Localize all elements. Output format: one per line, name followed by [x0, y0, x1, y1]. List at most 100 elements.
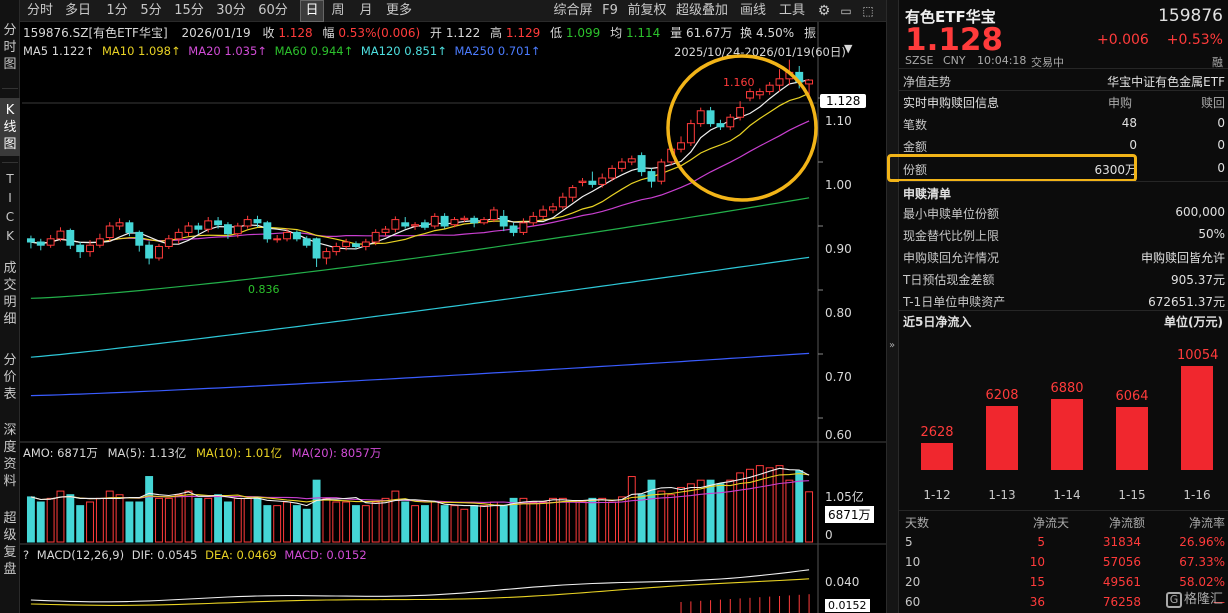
amo-bar — [539, 501, 548, 543]
share-highlight-box — [887, 154, 1137, 182]
amo-bar — [322, 497, 331, 543]
forward-adjust-button[interactable]: 前复权 — [627, 3, 667, 18]
kline-chart-canvas[interactable] — [20, 22, 886, 613]
cell-net-rate: 67.33% — [1179, 555, 1225, 569]
row-label: 份额 — [903, 163, 928, 177]
amo-bar — [775, 465, 784, 543]
cell-net-rate: — — [1213, 595, 1225, 609]
amo-bar — [667, 494, 676, 543]
amo-bar — [105, 490, 114, 543]
candle-body — [391, 219, 400, 230]
candle-body — [746, 91, 754, 99]
amo-bar — [755, 465, 764, 543]
minimize-icon[interactable]: ▭ — [840, 4, 852, 18]
draw-line-button[interactable]: 画线 — [739, 3, 766, 18]
candle-body — [214, 220, 223, 226]
nav-intraday[interactable]: 分 时 图 — [3, 23, 17, 72]
period-60min[interactable]: 60分 — [258, 3, 288, 18]
amo-bar — [292, 505, 301, 543]
cell-net-days: 10 — [1029, 555, 1045, 569]
composite-screen-button[interactable]: 综合屏 — [553, 3, 593, 18]
amo-bar — [430, 501, 439, 543]
nav-kline[interactable]: K 线 图 — [0, 98, 20, 156]
settings-gear-icon[interactable]: ⚙ — [817, 3, 831, 19]
ma10-line — [30, 92, 810, 245]
list-label: 最小申赎单位份额 — [903, 207, 1000, 221]
period-1min[interactable]: 1分 — [106, 3, 128, 18]
amo-bar — [716, 483, 725, 543]
period-30min[interactable]: 30分 — [216, 3, 246, 18]
candle-body — [253, 219, 262, 224]
amo-bar — [184, 490, 193, 543]
amo-ma5: MA(5): 1.13亿 — [107, 446, 187, 460]
candle-body — [657, 161, 666, 182]
period-month[interactable]: 月 — [359, 3, 373, 18]
nav-trade-detail[interactable]: 成 交 明 细 — [3, 261, 17, 327]
amo-bar — [617, 496, 626, 543]
nav-tick[interactable]: T I C K — [5, 172, 15, 243]
period-week[interactable]: 周 — [331, 3, 345, 18]
col-redeem-header: 赎回 — [1200, 96, 1225, 110]
candle-body — [716, 123, 725, 128]
candle-body — [164, 238, 173, 247]
inflow-bar-date: 1-15 — [1118, 488, 1146, 502]
cell-net-amount: 57056 — [1102, 555, 1141, 569]
maximize-icon[interactable]: ⬚ — [862, 4, 874, 18]
candle-body — [95, 238, 104, 246]
avg-value: 1.114 — [625, 26, 661, 40]
amo-bar — [489, 501, 498, 543]
candle-body — [420, 222, 429, 228]
period-5min[interactable]: 5分 — [140, 3, 162, 18]
super-overlay-button[interactable]: 超级叠加 — [675, 3, 728, 18]
amo-axis-top: 1.05亿 — [825, 490, 864, 504]
macd-info-line: ? MACD(12,26,9) DIF: 0.0545 DEA: 0.0469 … — [23, 548, 367, 562]
amplitude-label: 振 — [803, 26, 816, 40]
period-15min[interactable]: 15分 — [174, 3, 204, 18]
tools-button[interactable]: 工具 — [778, 3, 805, 18]
amo-bar — [420, 505, 429, 543]
watermark-text: 格隆汇 — [1183, 592, 1223, 607]
flow-table-row: 10 10 57056 67.33% — [903, 552, 1225, 574]
candle-body — [568, 187, 577, 198]
candle-body — [411, 224, 420, 227]
amo-bar — [76, 505, 85, 543]
th-net-days: 净流天 — [1033, 516, 1070, 530]
flow-title: 近5日净流入 — [903, 315, 972, 329]
candle-body — [46, 238, 55, 246]
panel-collapse-toggle[interactable]: » — [887, 0, 899, 613]
amo-bar — [312, 479, 321, 543]
amo-bar — [253, 496, 262, 543]
candle-body — [381, 228, 390, 233]
chart-info-line: 159876.SZ[有色ETF华宝] 2026/01/19 收 1.128 幅 … — [23, 24, 816, 41]
turnover-value: 4.50% — [756, 26, 795, 40]
period-multiday[interactable]: 多日 — [64, 3, 91, 18]
nav-depth-info[interactable]: 深 度 资 料 — [3, 423, 17, 489]
candle-body — [509, 225, 518, 233]
amo-bar — [214, 494, 223, 543]
range-dropdown-icon[interactable]: ▼ — [844, 42, 853, 55]
nav-price-table[interactable]: 分 价 表 — [3, 353, 17, 402]
f9-button[interactable]: F9 — [602, 3, 618, 18]
close-value: 1.128 — [278, 26, 313, 40]
period-intraday[interactable]: 分时 — [26, 3, 53, 18]
period-more[interactable]: 更多 — [385, 3, 412, 18]
amo-bar — [588, 497, 597, 543]
period-day[interactable]: 日 — [300, 0, 324, 22]
nav-trend-row[interactable]: 净值走势 华宝中证有色金属ETF — [903, 69, 1225, 91]
kline-chart-area[interactable]: 159876.SZ[有色ETF华宝] 2026/01/19 收 1.128 幅 … — [20, 22, 886, 613]
amo-tag: 6871万 — [825, 506, 874, 523]
watermark-g-icon: G — [1165, 592, 1182, 608]
candle-body — [194, 225, 203, 230]
candle-body — [489, 209, 498, 221]
candle-body — [263, 222, 272, 240]
macd-question-icon[interactable]: ? — [23, 548, 30, 562]
amo-bar — [371, 501, 380, 543]
cell-net-amount: 76258 — [1102, 595, 1141, 609]
amo-ma10-line — [30, 473, 810, 506]
candle-body — [352, 243, 360, 247]
nav-super-review[interactable]: 超 级 复 盘 — [3, 511, 17, 577]
cell-net-days: 15 — [1029, 575, 1045, 589]
inflow-bar-value: 10054 — [1177, 348, 1219, 363]
inflow-bar-date: 1-14 — [1053, 488, 1081, 502]
bar-date: 2026/01/19 — [181, 26, 251, 40]
